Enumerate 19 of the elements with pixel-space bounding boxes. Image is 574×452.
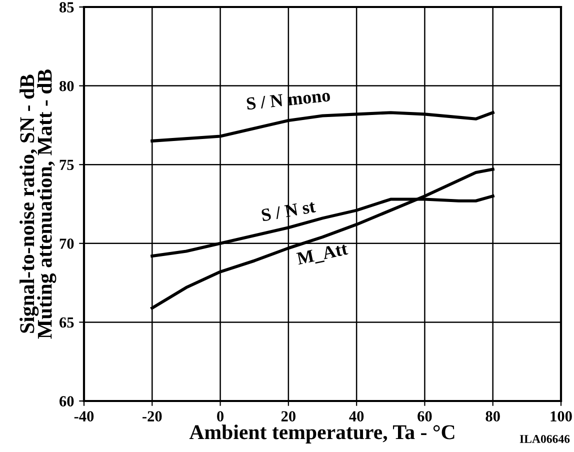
text: S / N mono xyxy=(246,89,330,110)
x-tick-label: -40 xyxy=(74,411,94,422)
x-tick-label: 0 xyxy=(217,411,224,422)
x-tick-label: 20 xyxy=(281,411,296,422)
y-tick-label: 65 xyxy=(60,317,74,328)
text: ILA06646 xyxy=(520,434,570,443)
y-tick-label: 70 xyxy=(60,238,74,249)
x-tick-label: 80 xyxy=(486,411,500,422)
y-tick-label: 80 xyxy=(60,80,74,92)
x-tick-label: 40 xyxy=(349,411,364,422)
y-tick-label: 75 xyxy=(60,160,74,170)
y-tick-label: 60 xyxy=(60,396,74,406)
x-tick-label: -20 xyxy=(142,411,162,422)
x-tick-label: 100 xyxy=(550,411,572,422)
y-tick-label: 85 xyxy=(60,2,74,12)
x-tick-label: 60 xyxy=(418,411,432,422)
x-axis-title: Ambient temperature, Ta - °C xyxy=(189,424,454,444)
text: M_Att xyxy=(296,242,349,268)
y-axis-title: Signal-to-noise ratio, SN - dB Muting attenuation, Matt - dB xyxy=(20,69,56,339)
